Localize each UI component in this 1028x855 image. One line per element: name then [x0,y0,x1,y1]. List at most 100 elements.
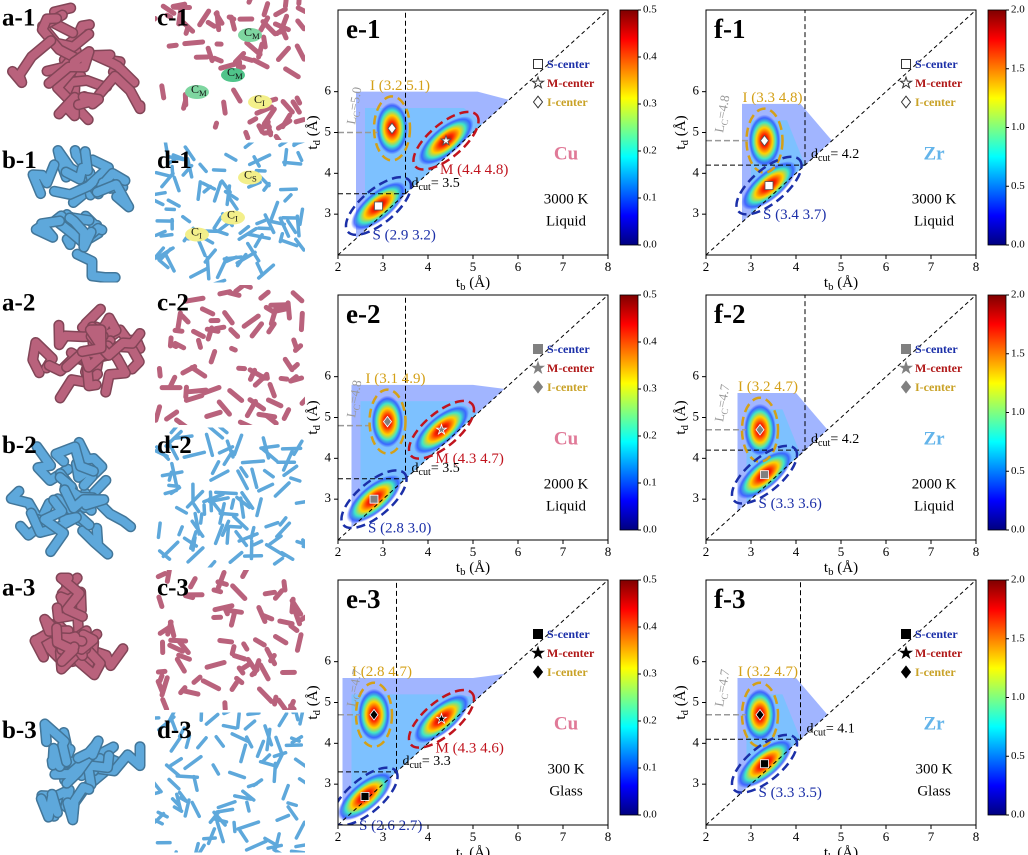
x-tick-label: 4 [793,829,800,844]
mesh-strand [143,792,159,796]
mesh-strand [161,235,172,236]
colorbar-tick-label: 0.0 [1011,239,1025,251]
strand [284,582,285,590]
mesh-strand [168,200,179,206]
phase-label: Liquid [546,498,586,514]
strand [186,396,201,401]
mesh-strand [218,258,227,277]
mesh-strand [296,822,304,838]
cluster-center [765,182,773,190]
strand [244,316,258,326]
temperature-label: 3000 K [544,191,589,207]
mesh-strand [192,802,199,816]
strand [215,123,216,127]
strand [152,18,155,21]
mesh-strand [281,240,297,245]
element-label: Zr [923,143,945,164]
x-tick-label: 4 [425,259,432,274]
mesh-strand [285,150,287,165]
y-tick-label: 5 [693,123,700,138]
d-cut-label-text: = 3.5 [431,461,460,476]
mesh-strand [238,822,259,829]
x-tick-label: 4 [425,829,432,844]
x-tick-label: 7 [560,544,567,559]
mesh-strand [288,803,296,805]
mesh-strand [215,182,221,200]
mesh-strand [277,815,288,820]
mesh-strand [198,182,200,199]
strand [271,305,287,306]
mesh-strand [276,737,281,751]
chart: I (2.8 4.7)M (4.3 4.6)S (2.6 2.7)dcut= 3… [305,574,657,855]
structure-panel: CSCICId-1 [148,136,311,286]
y-axis-label: td (Å) [673,400,691,434]
strand [194,331,204,336]
colorbar-tick-label: 1.5 [1011,347,1025,359]
panel-label: a-3 [2,575,35,602]
strand [220,641,232,642]
mesh-strand [258,741,264,756]
mesh-strand [248,784,256,787]
d-cut-label-sub: cut [419,467,432,478]
strand [259,689,271,701]
x-tick-label: 3 [380,259,387,274]
mesh-strand [167,765,179,775]
x-tick-label: 7 [560,829,567,844]
temperature-label: 2000 K [544,476,589,492]
colorbar-tick-label: 2.0 [1011,289,1025,301]
mesh-strand [214,217,221,228]
legend-label: I-center [915,665,956,679]
x-tick-label: 2 [335,829,342,844]
temperature-label: 2000 K [912,476,957,492]
y-tick-label: 4 [693,734,700,749]
mesh-strand [200,164,206,171]
mesh-strand [179,527,182,535]
legend-marker [534,630,543,639]
colorbar-tick-label: 1.5 [1011,632,1025,644]
mesh-strand [257,499,261,516]
x-tick-label: 6 [515,829,522,844]
site-label-sub: M [235,71,243,81]
strand [186,387,187,397]
x-tick-label: 3 [748,259,755,274]
strand [230,391,242,401]
colorbar-tick-label: 0.2 [643,715,657,727]
site-label-sub: S [252,173,257,183]
page-body: {"figure_panels": [ {"label": "a-1", "co… [0,0,1028,855]
y-tick-label: 3 [693,205,700,220]
strand [179,655,190,659]
strand [231,612,234,625]
mesh-strand [207,434,213,455]
colorbar-tick-label: 0.2 [643,430,657,442]
y-tick-label: 3 [693,490,700,505]
strand [297,46,304,59]
panel-label: b-2 [2,432,37,459]
y-axis-label: td (Å) [305,685,323,719]
mesh-strand [194,504,199,511]
mesh-strand [254,157,259,166]
strand [232,647,234,654]
mesh-strand [185,757,201,769]
strand [233,586,245,599]
y-tick-label: 3 [325,205,332,220]
strand [278,48,288,59]
mesh-strand [207,425,223,438]
cluster-center [370,495,378,503]
site-label-main: C [254,92,262,106]
mesh-strand [243,461,264,463]
mesh-strand [300,209,303,224]
structure-panel: c-2 [156,285,314,429]
x-tick-label: 6 [883,544,890,559]
mesh-strand [204,187,210,192]
element-label: Cu [554,143,579,164]
strand [275,637,285,643]
panel-label: c-3 [157,575,189,602]
mesh-strand [247,737,252,747]
strand [296,120,304,122]
mesh-strand [169,779,179,788]
cluster-label: S (2.9 3.2) [373,227,436,243]
x-axis-label: tb (Å) [824,275,858,293]
x-tick-label: 2 [703,829,710,844]
strand [239,668,243,673]
site-label-main: C [244,167,252,181]
